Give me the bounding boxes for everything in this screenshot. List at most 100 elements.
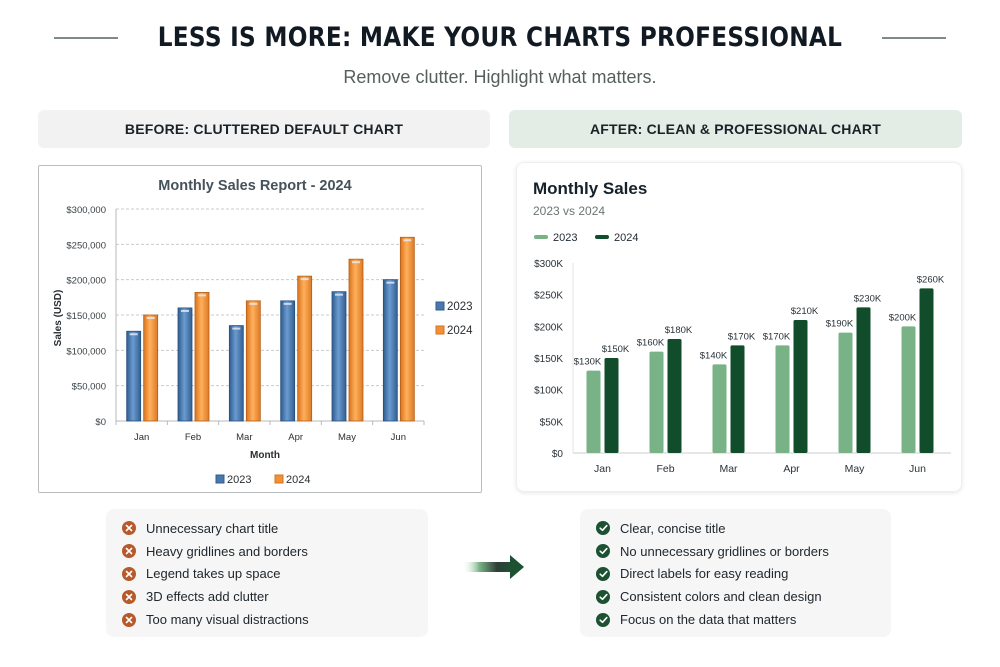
list-item: 3D effects add clutter <box>122 585 428 608</box>
data-label: $140K <box>700 350 728 361</box>
before-x-tick: Mar <box>236 432 252 443</box>
before-legend-bottom: 2023 2024 <box>215 474 310 486</box>
data-label: $180K <box>665 325 693 336</box>
x-circle-icon <box>122 521 136 536</box>
legend-swatch-2023 <box>435 301 445 311</box>
after-x-tick: Jan <box>594 463 611 475</box>
before-chart-title: Monthly Sales Report - 2024 <box>158 178 351 194</box>
bar-2024-Jan <box>143 314 159 422</box>
after-x-tick: Apr <box>783 463 800 475</box>
legend-label-2023: 2023 <box>553 232 577 244</box>
title-rule-right <box>881 36 946 39</box>
bar-2023-Apr <box>775 345 790 453</box>
bar-2023-Mar <box>228 325 244 422</box>
after-benefits-list: Clear, concise title No unnecessary gridl… <box>580 509 891 637</box>
arrow-right-icon <box>462 555 524 579</box>
check-circle-icon <box>596 566 610 581</box>
after-chart-card: Monthly Sales 2023 vs 2024 2023 2024 $0 $… <box>516 162 962 492</box>
before-y-tick: $50,000 <box>72 382 106 393</box>
before-x-tick: Jan <box>134 432 149 443</box>
after-x-tick: Mar <box>719 463 738 475</box>
data-label: $230K <box>854 293 882 304</box>
x-circle-icon <box>122 566 136 581</box>
list-item: Unnecessary chart title <box>122 517 428 540</box>
before-y-tick: $250,000 <box>66 240 106 251</box>
list-item: Consistent colors and clean design <box>596 585 891 608</box>
before-x-tick: May <box>338 432 356 443</box>
list-item: Heavy gridlines and borders <box>122 540 428 563</box>
before-chart-card: Monthly Sales Report - 2024 Sales (USD) … <box>38 165 482 493</box>
data-label: $150K <box>602 344 630 355</box>
title-rule-left <box>54 36 119 39</box>
bar-2024-Jun <box>399 236 415 422</box>
after-y-tick: $200K <box>534 322 563 333</box>
bar-2024-Apr <box>297 275 313 422</box>
after-chart-title: Monthly Sales <box>533 179 647 198</box>
legend-label-2023: 2023 <box>227 474 251 486</box>
list-item: Clear, concise title <box>596 517 891 540</box>
after-y-tick: $0 <box>552 449 564 460</box>
bar-2023-May <box>838 332 853 453</box>
bar-2024-Feb <box>667 339 682 453</box>
legend-swatch-2023 <box>215 474 225 484</box>
check-circle-icon <box>596 521 610 536</box>
bar-2024-Feb <box>194 291 210 422</box>
bar-2023-Feb <box>649 351 664 453</box>
list-item: No unnecessary gridlines or borders <box>596 540 891 563</box>
after-x-tick: May <box>845 463 866 475</box>
list-item-label: No unnecessary gridlines or borders <box>620 543 829 559</box>
before-y-tick: $200,000 <box>66 276 106 287</box>
legend-swatch-2024 <box>274 474 284 484</box>
before-x-axis-label: Month <box>250 450 280 461</box>
page-subtitle: Remove clutter. Highlight what matters. <box>343 67 657 87</box>
bar-2024-Mar <box>245 300 261 422</box>
check-circle-icon <box>596 544 610 559</box>
x-circle-icon <box>122 589 136 604</box>
after-legend: 2023 2024 <box>534 232 638 244</box>
legend-label-2024: 2024 <box>286 474 310 486</box>
before-issues-list: Unnecessary chart title Heavy gridlines a… <box>106 509 428 637</box>
after-bar-chart: Monthly Sales 2023 vs 2024 2023 2024 $0 $… <box>533 179 951 475</box>
x-circle-icon <box>122 612 136 627</box>
before-bars <box>126 236 415 422</box>
x-circle-icon <box>122 544 136 559</box>
list-item-label: Too many visual distractions <box>146 612 309 628</box>
after-x-tick: Feb <box>656 463 674 475</box>
before-bar-chart: Monthly Sales Report - 2024 Sales (USD) … <box>53 178 473 486</box>
before-y-tick: $0 <box>95 417 106 428</box>
list-item-label: Clear, concise title <box>620 520 726 536</box>
data-label: $210K <box>791 306 819 317</box>
after-y-tick: $250K <box>534 291 563 302</box>
after-axes: $0 $50K $100K $150K $200K $250K $300K Jan Feb Mar… <box>534 259 951 475</box>
check-circle-icon <box>596 612 610 627</box>
list-item-label: Legend takes up space <box>146 566 281 582</box>
before-y-tick: $300,000 <box>66 205 106 216</box>
list-item-label: Direct labels for easy reading <box>620 566 789 582</box>
list-item-label: Consistent colors and clean design <box>620 589 822 605</box>
check-circle-icon <box>596 589 610 604</box>
page-title: LESS IS MORE: MAKE YOUR CHARTS PROFESSIO… <box>157 22 843 53</box>
legend-label-2024: 2024 <box>447 325 473 337</box>
list-item-label: Heavy gridlines and borders <box>146 543 308 559</box>
bar-2023-Mar <box>712 364 727 453</box>
after-chart-subtitle: 2023 vs 2024 <box>533 204 605 218</box>
data-label: $190K <box>826 319 854 330</box>
after-bars: $130K$150K$160K$180K$140K$170K $170K$210K… <box>574 274 945 453</box>
before-gridlines: $0 $50,000 $100,000 $150,000 $200,000 $250,00… <box>66 205 425 443</box>
before-x-tick: Apr <box>288 432 303 443</box>
bar-2023-Jun <box>382 279 398 422</box>
legend-swatch-2024 <box>435 325 445 335</box>
after-panel-label: AFTER: CLEAN & PROFESSIONAL CHART <box>509 110 962 148</box>
before-x-tick: Jun <box>391 432 406 443</box>
bar-2023-Jan <box>126 330 142 422</box>
bar-2024-Jan <box>604 358 619 453</box>
legend-swatch-2024 <box>595 235 609 239</box>
after-y-tick: $150K <box>534 354 563 365</box>
legend-label-2023: 2023 <box>447 301 473 313</box>
bar-2023-Jan <box>586 370 601 453</box>
data-label: $160K <box>637 338 665 349</box>
data-label: $200K <box>889 312 917 323</box>
bar-2024-May <box>348 258 364 422</box>
legend-label-2024: 2024 <box>614 232 638 244</box>
bar-2024-Jun <box>919 288 934 453</box>
